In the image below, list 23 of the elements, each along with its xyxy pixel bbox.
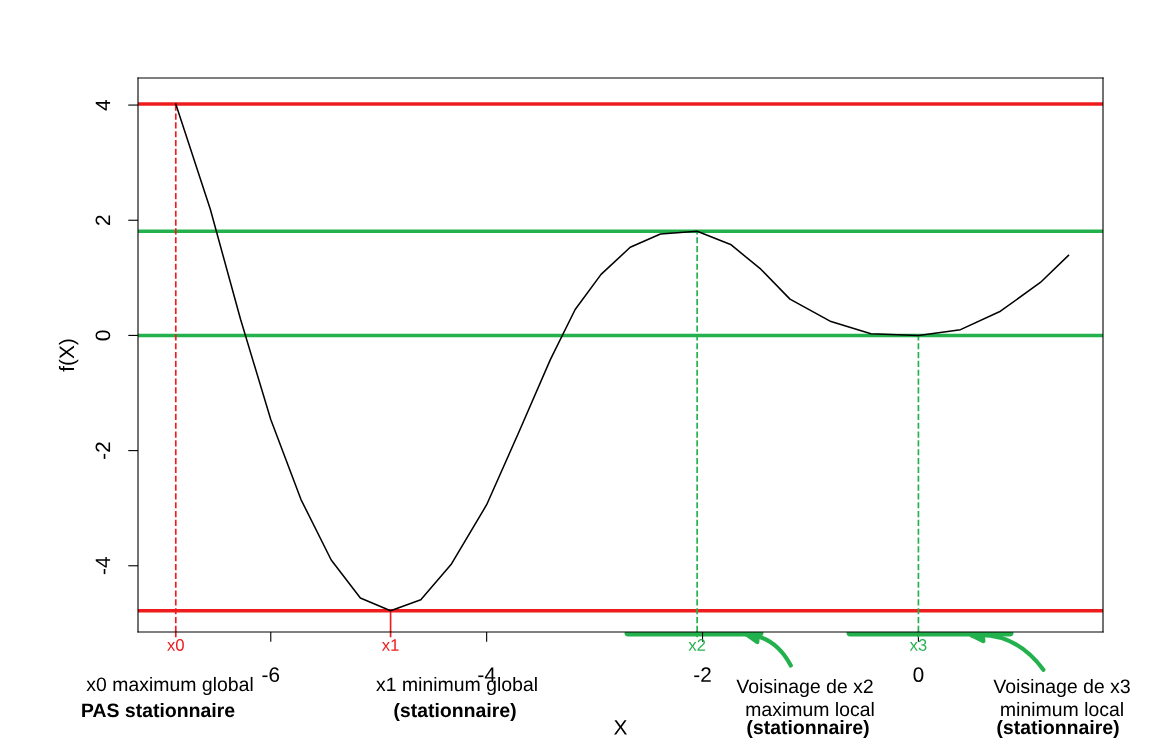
ref-line-label: x2 [688,639,706,651]
text: (stationnaire) [747,719,869,739]
y-tick-label: 0 [95,330,111,341]
y-tick-label: 2 [95,215,111,225]
y-tick-label: 4 [95,99,111,111]
text: PAS stationnaire [82,702,235,718]
y-axis-title: f(X) [58,339,79,372]
x-tick-label: 0 [913,667,924,683]
text: maximum local [746,701,874,717]
text: (stationnaire) [394,702,516,722]
text: minimum local [1001,701,1123,717]
y-tick-label: -4 [95,557,111,575]
text: x0 maximum global [86,676,253,696]
x-tick-label: -6 [262,667,280,683]
text: (stationnaire) [997,719,1119,739]
text: Voisinage de x3 [993,678,1130,698]
ref-line-label: x1 [381,639,399,651]
y-tick-label: -2 [95,442,111,459]
ref-line-label: x0 [167,639,184,651]
text: Voisinage de x2 [736,678,873,698]
x-tick-label: -2 [694,667,711,682]
ref-line-label: x3 [909,639,927,651]
x-axis-title: X [614,720,628,735]
